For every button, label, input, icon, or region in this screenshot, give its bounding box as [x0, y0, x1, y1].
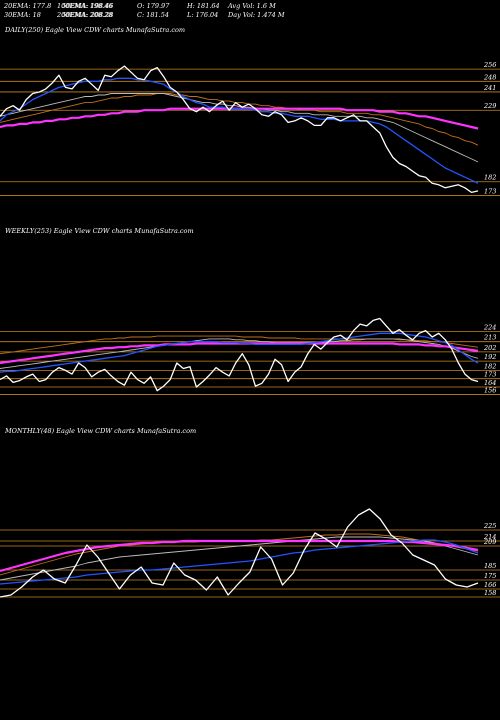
- daily-tick-label: 248: [483, 73, 496, 81]
- ema20-value: 20EMA: 177.8: [4, 2, 52, 10]
- monthly-tick-label: 225: [483, 522, 496, 530]
- daily-panel-title: DAILY(250) Eagle View CDW charts MunafaS…: [5, 26, 186, 34]
- monthly-ema-gray-line: [0, 536, 479, 581]
- close-value: C: 181.54: [137, 11, 169, 19]
- monthly-tick-label: 185: [484, 562, 496, 570]
- monthly-tick-label: 209: [483, 538, 496, 546]
- weekly-tick-label: 224: [483, 323, 496, 331]
- daily-tick-label: 241: [483, 84, 496, 92]
- day-volume-value: Day Vol: 1.474 M: [228, 11, 285, 19]
- high-value: H: 181.64: [187, 2, 220, 10]
- daily-tick-label: 182: [484, 174, 496, 182]
- ema30-value: 30EMA: 18: [4, 11, 41, 19]
- weekly-price-line: [0, 317, 479, 392]
- weekly-tick-label: 213: [483, 334, 496, 342]
- low-value: L: 176.04: [187, 11, 219, 19]
- weekly-tick-label: 182: [484, 362, 496, 370]
- daily-ema-short-line: [0, 77, 479, 184]
- weekly-ema-short-line: [0, 332, 479, 373]
- avg-volume-value: Avg Vol: 1.6 M: [228, 2, 276, 10]
- weekly-tick-label: 173: [484, 371, 496, 379]
- monthly-ema-long-line: [0, 539, 479, 573]
- monthly-tick-label: 158: [484, 589, 496, 597]
- weekly-panel-title: WEEKLY(253) Eagle View CDW charts Munafa…: [5, 227, 194, 235]
- ema50-overlay-1: 50EMA: 198.46: [62, 2, 114, 10]
- monthly-tick-label: 175: [484, 572, 496, 580]
- monthly-price-line: [0, 508, 479, 598]
- daily-ema-gray-line: [0, 93, 479, 163]
- monthly-tick-label: 166: [484, 581, 496, 589]
- daily-ema-brown-line: [0, 93, 479, 146]
- weekly-ema-long-line: [0, 342, 479, 365]
- weekly-tick-label: 156: [484, 386, 496, 394]
- weekly-tick-label: 164: [484, 379, 496, 387]
- weekly-tick-label: 192: [484, 353, 496, 361]
- monthly-panel-title: MONTHLY(48) Eagle View CDW charts Munafa…: [5, 427, 197, 435]
- ema50-overlay-2: 50EMA: 208.28: [62, 11, 114, 19]
- open-value: O: 179.97: [137, 2, 170, 10]
- daily-tick-label: 256: [483, 61, 496, 69]
- weekly-ema-brown-line: [0, 335, 479, 355]
- monthly-tick-label: 214: [483, 533, 496, 541]
- daily-tick-label: 229: [483, 102, 496, 110]
- ema200-value: 200EMA: 208.28: [57, 11, 113, 19]
- ema100-value: 100EMA: 198.46: [57, 2, 113, 10]
- weekly-tick-label: 202: [483, 344, 496, 352]
- daily-tick-label: 173: [484, 187, 496, 195]
- daily-price-line: [0, 65, 479, 194]
- daily-ema-long-line: [0, 107, 479, 130]
- daily-chart: 256 248 241 229 182 173: [0, 61, 500, 196]
- weekly-ema-gray-line: [0, 338, 479, 369]
- monthly-ema-short-line: [0, 539, 479, 585]
